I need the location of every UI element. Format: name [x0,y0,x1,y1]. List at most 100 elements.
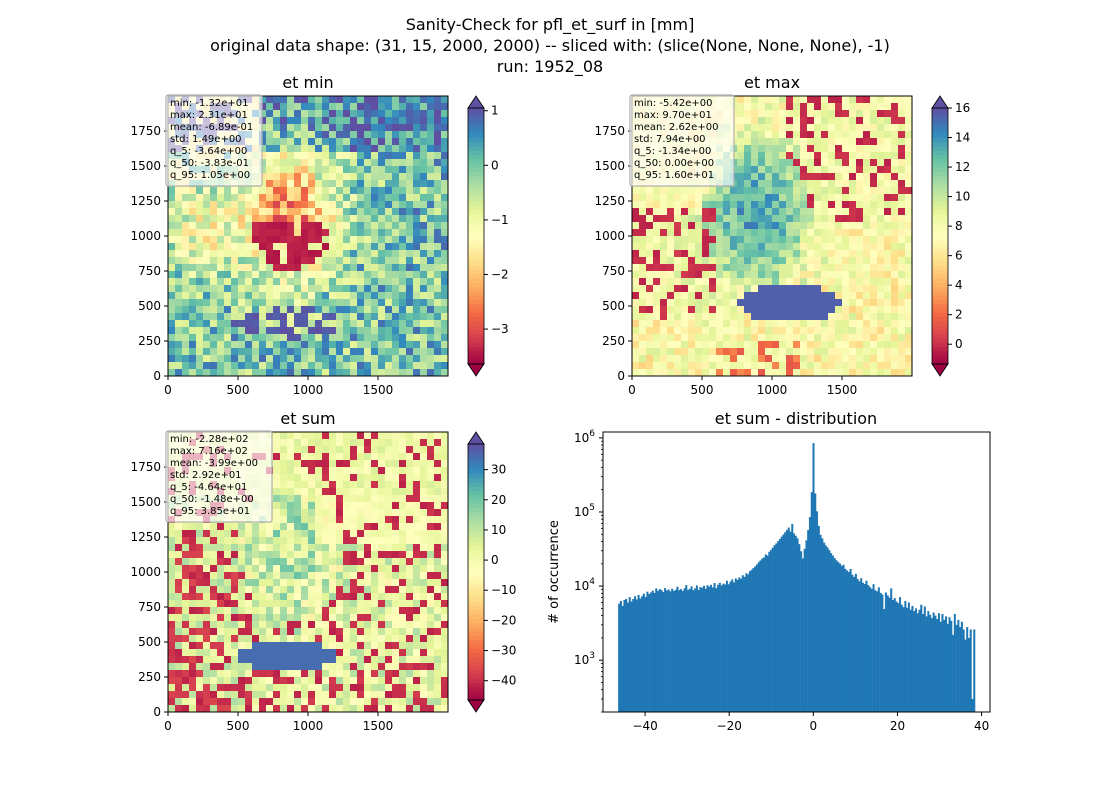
heatmap-cell [702,194,710,202]
heatmap-cell [413,607,421,615]
heatmap-cell [189,285,197,293]
heatmap-cell [716,243,724,251]
heatmap-cell [772,117,780,125]
heatmap-cell [273,173,281,181]
heatmap-cell [182,355,190,363]
heatmap-cell [189,215,197,223]
heatmap-cell [730,278,738,286]
heatmap-cell [259,243,267,251]
heatmap-cell [835,355,843,363]
heatmap-cell [716,264,724,272]
heatmap-cell [371,432,379,440]
heatmap-cell [730,313,738,321]
heatmap-cell [308,509,316,517]
heatmap-cell [259,117,267,125]
heatmap-cell [406,327,414,335]
heatmap-cell [399,474,407,482]
heatmap-cell [182,698,190,706]
heatmap-cell [322,369,330,376]
heatmap-cell [842,194,850,202]
colorbar-tick-label: 8 [955,219,963,233]
heatmap-cell [217,530,225,538]
heatmap-cell [863,152,871,160]
heatmap-cell [695,222,703,230]
heatmap-cell [646,285,654,293]
heatmap-cell [259,642,267,650]
heatmap-cell [329,145,337,153]
heatmap-cell [856,271,864,279]
heatmap-cell [196,327,204,335]
heatmap-cell [189,271,197,279]
heatmap-cell [385,180,393,188]
heatmap-cell [898,257,906,265]
heatmap-cell [660,278,668,286]
heatmap-cell [800,250,808,258]
heatmap-cell [189,691,197,699]
heatmap-cell [653,355,661,363]
heatmap-cell [336,159,344,167]
heatmap-cell [301,124,309,132]
heatmap-cell [217,285,225,293]
heatmap-cell [364,173,372,181]
heatmap-cell [182,320,190,328]
heatmap-cell [441,250,448,258]
heatmap-cell [392,320,400,328]
heatmap-cell [835,96,843,104]
heatmap-cell [427,593,435,601]
heatmap-cell [765,145,773,153]
heatmap-cell [807,264,815,272]
heatmap-cell [905,96,912,104]
heatmap-cell [842,299,850,307]
heatmap-cell [821,159,829,167]
heatmap-cell [856,320,864,328]
heatmap-cell [898,292,906,300]
heatmap-cell [350,537,358,545]
heatmap-cell [168,278,176,286]
heatmap-cell [301,117,309,125]
heatmap-cell [287,362,295,370]
heatmap-cell [168,264,176,272]
heatmap-cell [660,264,668,272]
heatmap-cell [891,201,899,209]
heatmap-cell [702,278,710,286]
heatmap-cell [329,236,337,244]
heatmap-cell [898,271,906,279]
heatmap-cell [681,264,689,272]
heatmap-cell [378,264,386,272]
heatmap-cell [427,551,435,559]
heatmap-cell [287,467,295,475]
heatmap-cell [441,110,448,118]
heatmap-cell [294,481,302,489]
heatmap-cell [793,271,801,279]
heatmap-cell [406,586,414,594]
heatmap-cell [175,663,183,671]
heatmap-cell [856,299,864,307]
heatmap-cell [196,656,204,664]
heatmap-cell [357,635,365,643]
heatmap-cell [723,320,731,328]
heatmap-cell [800,243,808,251]
heatmap-cell [856,341,864,349]
heatmap-cell [252,208,260,216]
heatmap-cell [224,670,232,678]
heatmap-cell [406,439,414,447]
heatmap-cell [294,628,302,636]
heatmap-cell [863,250,871,258]
heatmap-cell [336,145,344,153]
heatmap-cell [210,264,218,272]
heatmap-cell [667,327,675,335]
heatmap-cell [842,166,850,174]
heatmap-cell [336,271,344,279]
heatmap-cell [863,180,871,188]
heatmap-cell [259,558,267,566]
heatmap-cell [891,138,899,146]
heatmap-cell [336,572,344,580]
heatmap-cell [667,299,675,307]
heatmap-cell [308,614,316,622]
heatmap-cell [357,229,365,237]
heatmap-cell [863,131,871,139]
heatmap-cell [315,488,323,496]
heatmap-cell [245,558,253,566]
heatmap-cell [245,684,253,692]
heatmap-cell [210,635,218,643]
